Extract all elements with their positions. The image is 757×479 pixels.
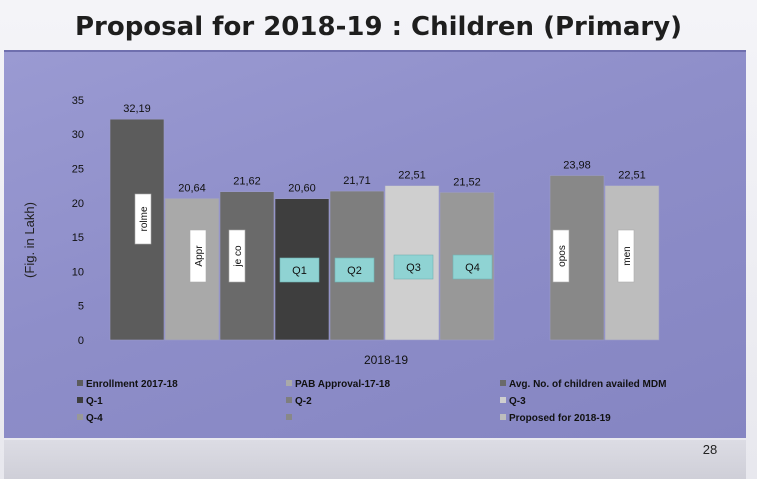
legend-label: Q-2 bbox=[295, 396, 312, 407]
legend-label: Proposed for 2018-19 bbox=[509, 413, 611, 424]
y-tick-label: 30 bbox=[72, 129, 84, 141]
inner-label-box bbox=[279, 257, 320, 283]
inner-label: men bbox=[622, 246, 633, 265]
data-label: 22,51 bbox=[398, 170, 426, 182]
y-tick-label: 20 bbox=[72, 198, 84, 210]
data-label: 23,98 bbox=[563, 159, 591, 171]
data-label: 22,51 bbox=[618, 170, 646, 182]
data-label: 21,52 bbox=[453, 176, 481, 188]
legend-swatch bbox=[500, 414, 506, 420]
inner-label-box bbox=[228, 229, 246, 283]
legend-label: Enrollment 2017-18 bbox=[86, 379, 178, 390]
legend-label: Avg. No. of children availed MDM bbox=[509, 379, 666, 390]
data-label: 21,62 bbox=[233, 176, 261, 188]
inner-label-box bbox=[552, 229, 570, 283]
y-tick-label: 35 bbox=[72, 95, 84, 107]
inner-label: Appr bbox=[194, 245, 205, 267]
y-tick-label: 5 bbox=[78, 301, 84, 313]
chart-panel: 0 5 10 15 20 25 30 35 (Fig. in Lakh) 32,19 rolme 20… bbox=[4, 50, 746, 438]
footer-strip bbox=[4, 440, 746, 479]
inner-label: Q1 bbox=[292, 265, 307, 277]
data-label: 20,64 bbox=[178, 182, 206, 194]
legend-swatch bbox=[500, 380, 506, 386]
y-tick-label: 15 bbox=[72, 232, 84, 244]
x-axis-label: 2018-19 bbox=[364, 353, 408, 367]
legend-swatch bbox=[500, 397, 506, 403]
inner-label: je co bbox=[233, 245, 244, 268]
data-label: 20,60 bbox=[288, 183, 316, 195]
inner-label-box bbox=[452, 254, 493, 280]
legend-swatch bbox=[77, 414, 83, 420]
page-number: 28 bbox=[702, 442, 718, 457]
legend-label: Q-3 bbox=[509, 396, 526, 407]
inner-label: Q2 bbox=[347, 265, 362, 277]
legend-label: Q-4 bbox=[86, 413, 103, 424]
legend-label: PAB Approval-17-18 bbox=[295, 379, 390, 390]
slide-title: Proposal for 2018-19 : Children (Primary… bbox=[74, 12, 683, 42]
data-label: 21,71 bbox=[343, 175, 371, 187]
y-tick-label: 10 bbox=[72, 266, 84, 278]
inner-label-box bbox=[617, 229, 635, 283]
y-tick-label: 25 bbox=[72, 164, 84, 176]
inner-label: rolme bbox=[139, 206, 150, 231]
inner-label: Q3 bbox=[406, 262, 421, 274]
inner-label-box bbox=[134, 193, 152, 245]
inner-label: opos bbox=[557, 245, 568, 267]
inner-label-box bbox=[334, 257, 375, 283]
bar bbox=[219, 191, 275, 341]
legend-label: Q-1 bbox=[86, 396, 103, 407]
data-label: 32,19 bbox=[123, 103, 151, 115]
legend-swatch bbox=[77, 397, 83, 403]
legend-swatch bbox=[286, 414, 292, 420]
bar-chart: 0 5 10 15 20 25 30 35 (Fig. in Lakh) 32,19 rolme 20… bbox=[22, 95, 666, 424]
inner-label-box bbox=[189, 229, 207, 283]
legend-swatch bbox=[286, 380, 292, 386]
y-axis-title: (Fig. in Lakh) bbox=[22, 202, 37, 278]
y-tick-label: 0 bbox=[78, 335, 84, 347]
inner-label: Q4 bbox=[465, 262, 480, 274]
legend-swatch bbox=[286, 397, 292, 403]
legend-swatch bbox=[77, 380, 83, 386]
inner-label-box bbox=[393, 254, 434, 280]
